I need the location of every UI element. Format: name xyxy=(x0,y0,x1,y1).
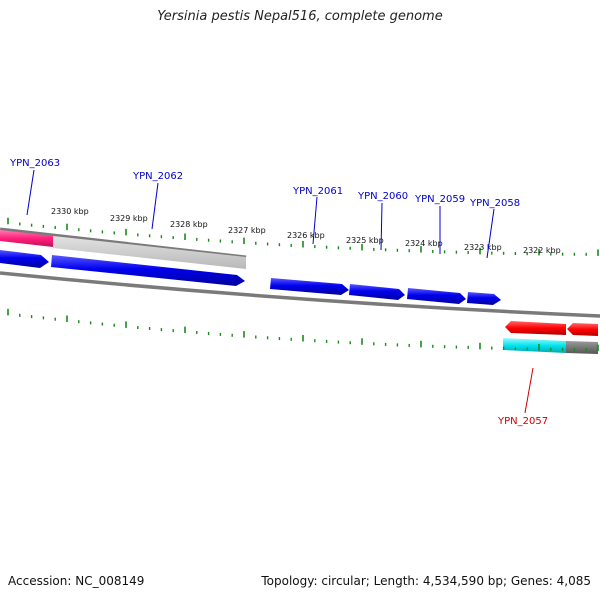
scale-label: 2329 kbp xyxy=(110,214,148,223)
cds-arrow xyxy=(407,288,466,304)
cds-arrow xyxy=(0,250,49,268)
gene-label[interactable]: YPN_2062 xyxy=(132,171,183,182)
grey-feature xyxy=(53,236,246,269)
scale-label: 2324 kbp xyxy=(405,239,443,248)
leader-line xyxy=(380,202,383,251)
cds-arrow xyxy=(51,255,245,286)
cds-arrow xyxy=(270,278,349,295)
scale-label: 2322 kbp xyxy=(523,246,561,255)
scale-label: 2330 kbp xyxy=(51,207,89,216)
upper-scale-ticks xyxy=(7,217,599,256)
dark-feature xyxy=(566,341,598,354)
genome-backbone xyxy=(0,271,600,318)
gene-leader-lines xyxy=(26,169,534,414)
leader-line xyxy=(524,367,534,414)
gene-label[interactable]: YPN_2060 xyxy=(357,191,408,202)
cds-arrow xyxy=(467,292,501,305)
scale-labels: 2330 kbp 2329 kbp 2328 kbp 2327 kbp 2326… xyxy=(51,207,561,255)
leader-line xyxy=(26,169,35,216)
gene-label[interactable]: YPN_2059 xyxy=(414,194,465,205)
reverse-cds-arrow xyxy=(505,321,566,335)
cds-arrow xyxy=(349,284,405,300)
lower-scale-ticks xyxy=(7,308,599,352)
cyan-feature xyxy=(503,338,566,353)
leader-line xyxy=(486,208,495,259)
page-title: Yersinia pestis Nepal516, complete genom… xyxy=(157,9,443,24)
gene-label[interactable]: YPN_2058 xyxy=(469,198,520,209)
scale-label: 2323 kbp xyxy=(464,243,502,252)
scale-label: 2325 kbp xyxy=(346,236,384,245)
genome-summary-text: Topology: circular; Length: 4,534,590 bp… xyxy=(261,574,591,588)
leader-line xyxy=(312,196,318,245)
gene-labels: YPN_2063 YPN_2062 YPN_2061 YPN_2060 YPN_… xyxy=(9,158,548,427)
gene-label[interactable]: YPN_2063 xyxy=(9,158,60,169)
scale-label: 2326 kbp xyxy=(287,231,325,240)
gene-label[interactable]: YPN_2061 xyxy=(292,186,343,197)
gene-label[interactable]: YPN_2057 xyxy=(497,416,548,427)
leader-line xyxy=(151,182,159,230)
scale-label: 2328 kbp xyxy=(170,220,208,229)
accession-text: Accession: NC_008149 xyxy=(8,574,145,588)
rna-feature xyxy=(0,230,53,247)
scale-label: 2327 kbp xyxy=(228,226,266,235)
reverse-cds-arrow xyxy=(567,323,598,336)
